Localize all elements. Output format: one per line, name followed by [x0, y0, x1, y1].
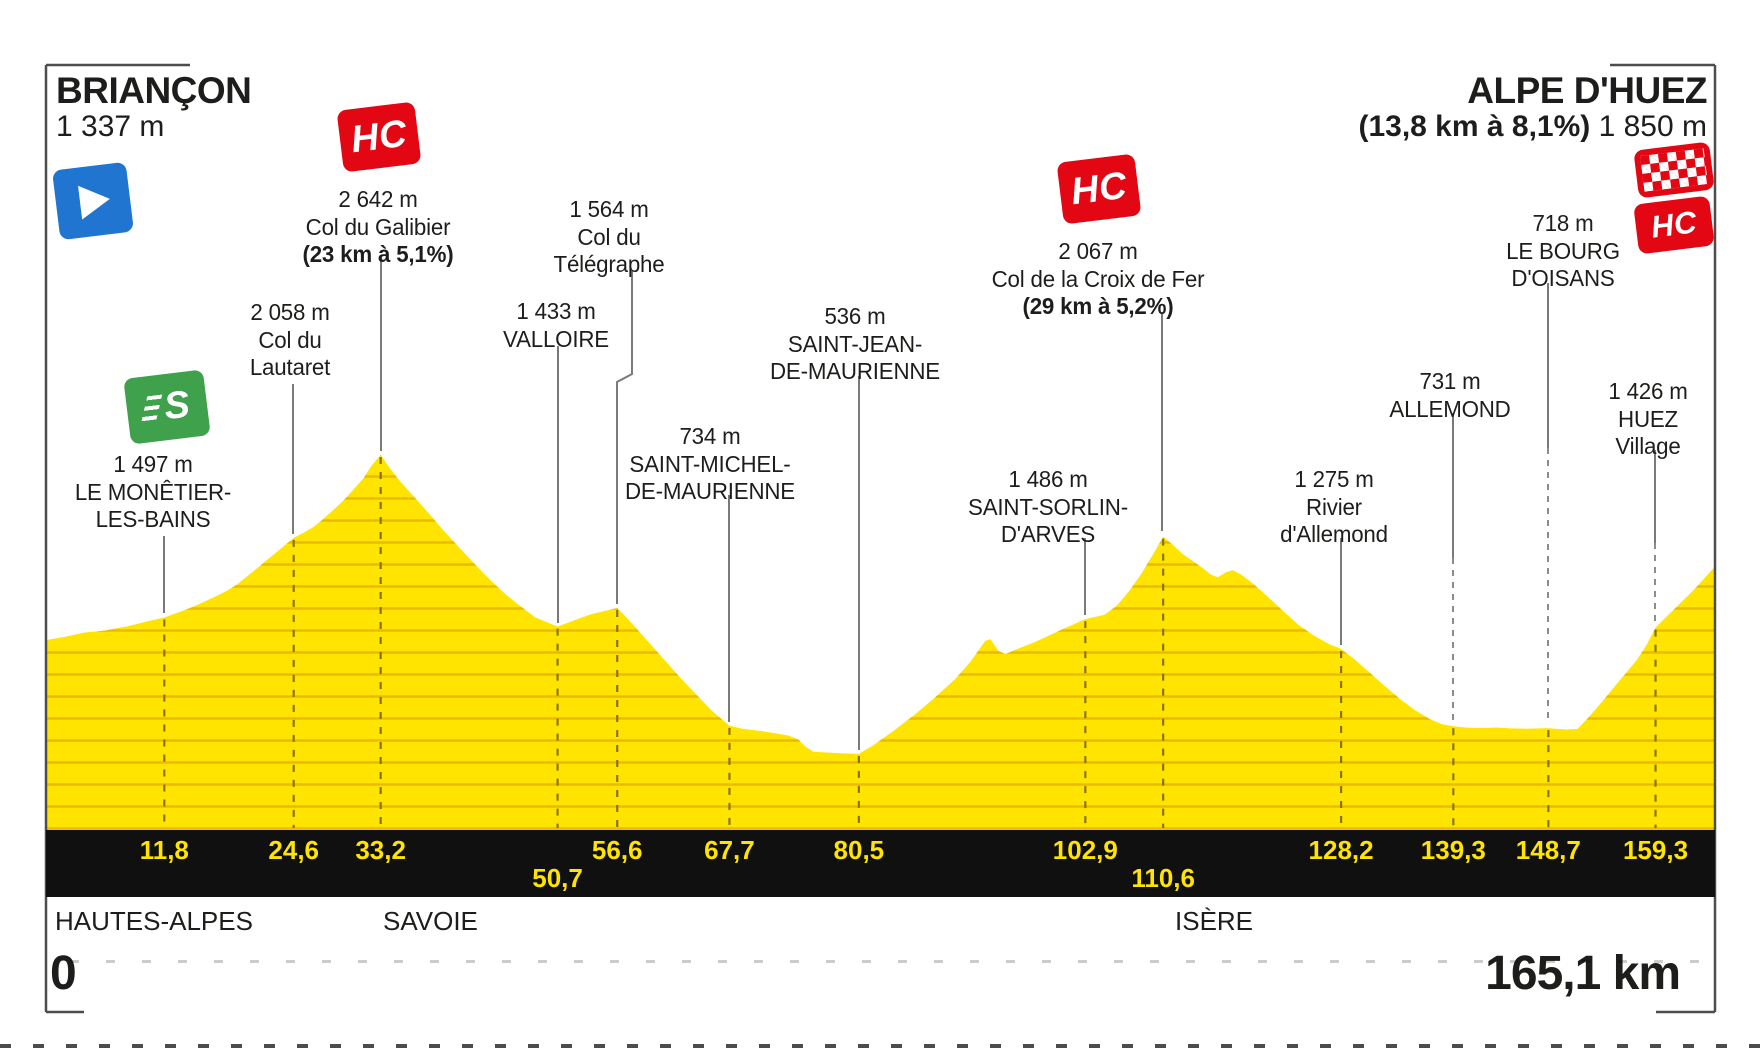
finish-city: ALPE D'HUEZ: [1467, 70, 1707, 111]
marker-label-line: d'Allemond: [1280, 521, 1388, 547]
marker-label-line: 1 564 m: [569, 196, 649, 222]
marker-label-monetier: 1 497 m LE MONÊTIER- LES-BAINS: [74, 451, 232, 534]
start-header: BRIANÇON 1 337 m: [56, 70, 252, 144]
marker-label-rivier: 1 275 m Rivier d'Allemond: [1280, 466, 1388, 549]
marker-label-line: SAINT-JEAN-: [787, 330, 923, 357]
finish-header: ALPE D'HUEZ (13,8 km à 8,1%) 1 850 m: [1358, 70, 1707, 144]
marker-label-line: Lautaret: [249, 354, 331, 380]
start-triangle: [78, 182, 112, 220]
km-label-saint-sorlin: 102,9: [1052, 835, 1118, 865]
sprint-s: S: [161, 383, 193, 429]
marker-label-huez: 1 426 m HUEZ Village: [1608, 378, 1687, 461]
marker-label-line: SAINT-MICHEL-: [629, 450, 791, 477]
region-label-is-re: ISÈRE: [1175, 906, 1254, 936]
marker-label-line: HUEZ: [1618, 405, 1678, 432]
marker-label-line: 718 m: [1532, 210, 1594, 236]
marker-label-saint-jean: 536 m SAINT-JEAN- DE-MAURIENNE: [770, 303, 940, 386]
sprint-icon: S: [123, 369, 211, 445]
start-elevation: 1 337 m: [56, 110, 165, 143]
marker-label-line: Col du: [577, 223, 641, 250]
km-label-galibier: 33,2: [355, 835, 406, 865]
marker-label-line: 731 m: [1419, 368, 1481, 394]
hc-text: HC: [1649, 204, 1699, 245]
marker-label-line: 2 058 m: [250, 299, 330, 325]
region-label-savoie: SAVOIE: [383, 906, 478, 936]
marker-label-croix-de-fer: 2 067 m Col de la Croix de Fer (29 km à 5,…: [992, 238, 1205, 321]
marker-label-line: (29 km à 5,2%): [1022, 293, 1174, 319]
marker-label-line: 1 275 m: [1294, 466, 1374, 492]
marker-label-valloire: 1 433 m VALLOIRE: [503, 298, 609, 353]
checkered-pattern: [1640, 148, 1708, 192]
leader-line-telegraphe: [616, 270, 633, 604]
marker-label-line: Col de la Croix de Fer: [991, 265, 1205, 292]
km-label-monetier: 11,8: [139, 835, 189, 865]
marker-label-line: 2 642 m: [338, 186, 418, 212]
km-label-huez: 159,3: [1622, 835, 1689, 865]
start-flag-icon: [52, 161, 134, 241]
km-bar: [46, 830, 1715, 897]
marker-label-line: VALLOIRE: [503, 325, 609, 352]
marker-label-line: DE-MAURIENNE: [770, 358, 940, 384]
region-label-hautes-alpes: HAUTES-ALPES: [55, 906, 253, 936]
finish-flag-icon: [1633, 141, 1715, 199]
marker-label-line: Rivier: [1306, 493, 1362, 520]
marker-label-line: 2 067 m: [1058, 238, 1138, 264]
finish-gradient: (13,8 km à 8,1%): [1358, 110, 1591, 143]
marker-label-line: D'ARVES: [1000, 521, 1096, 547]
marker-label-line: (23 km à 5,1%): [302, 241, 454, 267]
marker-label-line: DE-MAURIENNE: [625, 478, 795, 504]
hc-text: HC: [1068, 164, 1130, 213]
marker-label-line: 1 426 m: [1608, 378, 1688, 404]
marker-label-line: 536 m: [824, 303, 886, 329]
marker-label-line: LE MONÊTIER-: [74, 478, 232, 505]
marker-label-line: ALLEMOND: [1389, 395, 1511, 422]
km-label-valloire: 50,7: [532, 863, 583, 893]
km-label-bourg-oisans: 148,7: [1515, 835, 1581, 865]
km-label-lautaret: 24,6: [268, 835, 320, 865]
dotted-separator: [70, 960, 1715, 963]
marker-label-line: 1 497 m: [113, 451, 193, 477]
hc-text: HC: [348, 112, 410, 161]
marker-label-line: SAINT-SORLIN-: [968, 493, 1128, 520]
sprint-speed-lines: [141, 394, 163, 424]
marker-label-galibier: 2 642 m Col du Galibier (23 km à 5,1%): [302, 186, 453, 269]
marker-label-saint-michel: 734 m SAINT-MICHEL- DE-MAURIENNE: [625, 423, 795, 506]
distance-start: 0: [50, 947, 77, 1000]
marker-label-line: Village: [1615, 433, 1681, 459]
hc-croix-de-fer-icon: HC: [1056, 153, 1142, 225]
hc-finish-icon: HC: [1633, 195, 1715, 255]
finish-elevation: 1 850 m: [1598, 110, 1707, 143]
distance-total: 165,1 km: [1485, 947, 1681, 1000]
hc-galibier-icon: HC: [336, 101, 422, 173]
start-city: BRIANÇON: [56, 70, 252, 111]
km-label-croix-de-fer: 110,6: [1131, 863, 1195, 893]
marker-label-bourg-oisans: 718 m LE BOURG D'OISANS: [1506, 210, 1620, 293]
km-label-rivier: 128,2: [1308, 835, 1374, 865]
marker-label-telegraphe: 1 564 m Col du Télégraphe: [554, 196, 665, 279]
marker-label-line: LES-BAINS: [95, 506, 211, 532]
marker-label-line: 734 m: [679, 423, 741, 449]
km-label-telegraphe: 56,6: [591, 835, 643, 865]
marker-label-line: 1 433 m: [516, 298, 596, 324]
km-label-saint-michel: 67,7: [704, 835, 755, 865]
marker-label-allemond: 731 m ALLEMOND: [1389, 368, 1510, 423]
profile-area-stripes: [45, 455, 1715, 830]
marker-label-line: 1 486 m: [1008, 466, 1088, 492]
km-label-saint-jean: 80,5: [833, 835, 885, 865]
dotted-separator-bottom: [0, 1044, 1760, 1048]
marker-label-saint-sorlin: 1 486 m SAINT-SORLIN- D'ARVES: [968, 466, 1128, 549]
km-label-allemond: 139,3: [1420, 835, 1486, 865]
marker-label-line: Col du Galibier: [305, 213, 451, 240]
marker-label-line: Télégraphe: [553, 251, 665, 277]
marker-label-line: LE BOURG: [1506, 237, 1620, 264]
marker-label-line: Col du: [258, 326, 322, 353]
marker-label-line: D'OISANS: [1511, 265, 1615, 291]
marker-label-lautaret: 2 058 m Col du Lautaret: [249, 299, 331, 382]
